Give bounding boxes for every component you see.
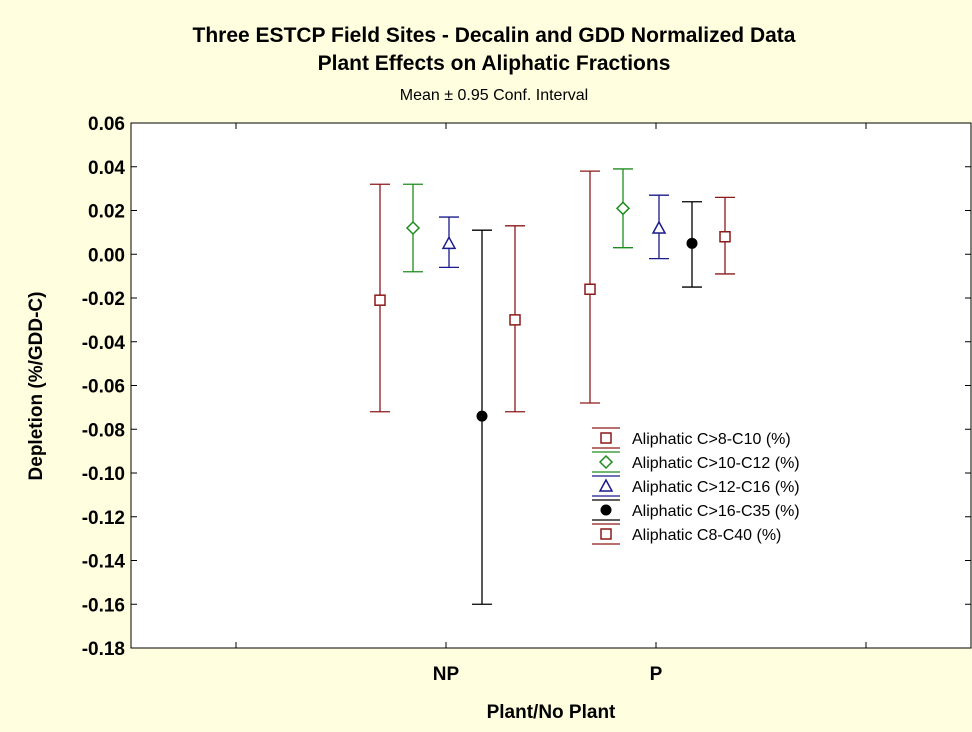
mean-marker [374, 294, 386, 306]
legend-label: Aliphatic C8-C40 (%) [632, 527, 781, 544]
legend-marker [598, 454, 614, 470]
mean-marker [509, 314, 521, 326]
chart-title: Three ESTCP Field Sites - Decalin and GD… [193, 24, 796, 47]
y-tick-label: -0.02 [82, 289, 125, 310]
legend-marker [600, 432, 612, 444]
mean-marker [686, 237, 698, 249]
legend-label: Aliphatic C>8-C10 (%) [632, 431, 791, 448]
mean-marker [651, 220, 667, 234]
mean-marker [476, 410, 488, 422]
y-axis: 0.06 0.04 0.02 0.00 -0.02 -0.04 -0.06 -0.08 -0.1… [82, 114, 971, 660]
y-tick-label: 0.04 [88, 158, 125, 179]
x-axis-label: Plant/No Plant [487, 702, 616, 723]
y-tick-label: 0.06 [88, 114, 125, 135]
y-tick-label: -0.06 [82, 377, 125, 398]
mean-marker [584, 283, 596, 295]
series-layer [370, 168, 735, 605]
plot-area [130, 122, 972, 649]
legend-item: Aliphatic C>12-C16 (%) [592, 475, 800, 497]
legend-marker [598, 478, 614, 492]
y-tick-label: -0.04 [82, 333, 126, 354]
legend-marker [600, 504, 612, 516]
y-tick-label: -0.18 [82, 639, 125, 660]
series-2 [403, 168, 633, 273]
y-tick-label: -0.10 [82, 464, 125, 485]
legend-label: Aliphatic C>16-C35 (%) [632, 503, 800, 520]
y-axis-label: Depletion (%/GDD-C) [26, 292, 47, 481]
chart-note: Mean ± 0.95 Conf. Interval [400, 87, 588, 104]
x-tick-label: NP [433, 664, 460, 685]
legend-item: Aliphatic C>8-C10 (%) [592, 427, 791, 449]
series-3 [439, 194, 669, 269]
legend-item: Aliphatic C>16-C35 (%) [592, 499, 800, 521]
mean-marker [405, 220, 421, 236]
legend-label: Aliphatic C>10-C12 (%) [632, 455, 800, 472]
legend-item: Aliphatic C>10-C12 (%) [592, 451, 800, 473]
y-tick-label: 0.00 [88, 245, 125, 266]
legend: Aliphatic C>8-C10 (%) Aliphatic C>10-C12 … [592, 427, 800, 545]
y-tick-label: -0.14 [82, 552, 126, 573]
mean-marker [441, 235, 457, 250]
y-tick-label: 0.02 [88, 202, 125, 223]
series-1 [370, 170, 600, 413]
series-4 [472, 201, 702, 605]
legend-item: Aliphatic C8-C40 (%) [592, 523, 781, 545]
mean-marker [615, 201, 631, 216]
y-tick-label: -0.08 [82, 420, 125, 441]
y-tick-label: -0.16 [82, 595, 125, 616]
legend-label: Aliphatic C>12-C16 (%) [632, 479, 800, 496]
y-tick-label: -0.12 [82, 508, 125, 529]
mean-marker [719, 231, 731, 243]
x-axis: NP P [235, 123, 867, 685]
legend-marker [600, 528, 612, 540]
x-tick-label: P [650, 664, 663, 685]
chart-subtitle: Plant Effects on Aliphatic Fractions [318, 52, 671, 75]
series-5 [505, 196, 735, 413]
